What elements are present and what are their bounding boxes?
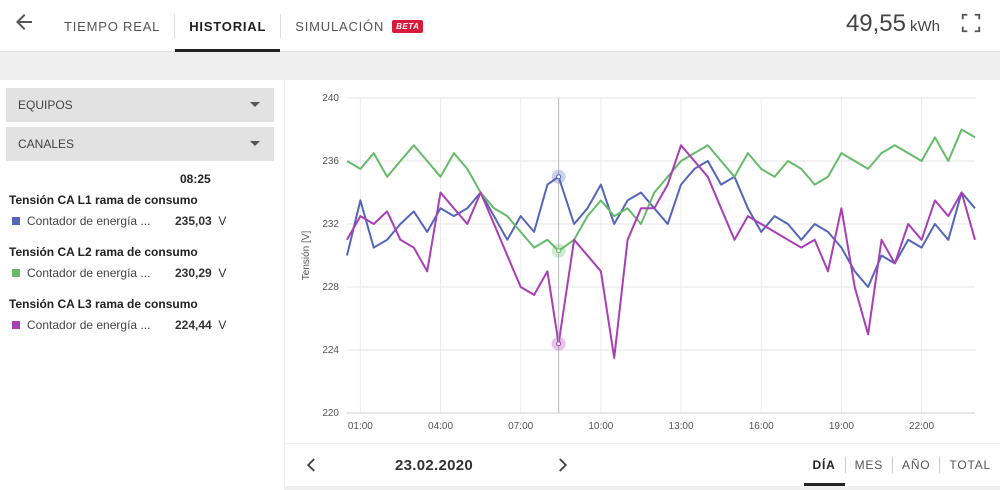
period-label: AÑO: [902, 458, 931, 472]
period-label: DÍA: [812, 458, 836, 472]
value-unit: V: [218, 318, 227, 332]
x-tick-label: 13:00: [669, 421, 694, 432]
period-divider: [939, 457, 941, 473]
period-mes[interactable]: MES: [846, 444, 892, 486]
channel-device: Contador de energía ...: [27, 318, 151, 332]
channel-value: 230,29 V: [175, 266, 226, 280]
dropdown-label: EQUIPOS: [18, 98, 73, 112]
series-line-l2: [346, 128, 976, 252]
value-number: 230,29: [175, 266, 212, 280]
date-navigation: 23.02.2020 DÍA MES AÑO TOTAL: [285, 444, 1000, 486]
x-tick-label: 19:00: [829, 421, 854, 432]
period-label: MES: [854, 458, 884, 472]
channel-title-l3: Tensión CA L3 rama de consumo: [9, 297, 198, 311]
period-divider: [892, 457, 894, 473]
tab-simulacion[interactable]: SIMULACIÓN BETA: [281, 0, 437, 52]
channel-row-l2: Contador de energía ... 230,29 V: [12, 266, 232, 280]
energy-total: 49,55 kWh: [846, 10, 940, 38]
period-total[interactable]: TOTAL: [940, 444, 1000, 486]
current-date: 23.02.2020: [395, 457, 474, 474]
legend-swatch: [12, 217, 20, 225]
period-label: TOTAL: [949, 458, 991, 472]
y-axis-label: Tensión [V]: [301, 231, 312, 281]
channel-device: Contador de energía ...: [27, 266, 151, 280]
y-tick-label: 232: [322, 219, 339, 230]
fullscreen-icon[interactable]: [960, 12, 982, 34]
channel-value: 235,03 V: [175, 214, 226, 228]
x-tick-label: 04:00: [428, 421, 453, 432]
tab-label: SIMULACIÓN: [295, 18, 385, 34]
chart-panel: 220 224 228 232 236 240 01:00 04:00 07:00 10:00 13…: [285, 80, 1000, 443]
dropdown-label: CANALES: [18, 137, 75, 151]
tab-divider: [174, 14, 176, 38]
channel-title-l1: Tensión CA L1 rama de consumo: [9, 193, 198, 207]
channel-value: 224,44 V: [175, 318, 226, 332]
y-tick-label: 224: [322, 345, 339, 356]
channel-row-l1: Contador de energía ... 235,03 V: [12, 214, 232, 228]
x-tick-label: 07:00: [508, 421, 533, 432]
y-tick-label: 228: [322, 282, 339, 293]
canales-dropdown[interactable]: CANALES: [6, 127, 274, 161]
channel-row-l3: Contador de energía ... 224,44 V: [12, 318, 232, 332]
channel-device: Contador de energía ...: [27, 214, 151, 228]
energy-unit: kWh: [910, 18, 940, 35]
period-ano[interactable]: AÑO: [893, 444, 939, 486]
cursor-marker-point: [556, 248, 562, 254]
period-divider: [844, 457, 846, 473]
y-tick-label: 236: [322, 156, 339, 167]
series-line-l1: [346, 160, 976, 288]
x-tick-label: 01:00: [348, 421, 373, 432]
view-tabs: TIEMPO REAL HISTORIAL SIMULACIÓN BETA: [50, 0, 437, 52]
value-number: 235,03: [175, 214, 212, 228]
value-unit: V: [218, 214, 227, 228]
chevron-right-icon[interactable]: [553, 456, 571, 474]
legend-swatch: [12, 269, 20, 277]
back-arrow-icon[interactable]: [12, 10, 36, 34]
value-number: 224,44: [175, 318, 212, 332]
beta-badge: BETA: [392, 19, 424, 33]
x-tick-label: 16:00: [749, 421, 774, 432]
value-unit: V: [218, 266, 227, 280]
tab-label: TIEMPO REAL: [64, 18, 161, 34]
period-dia[interactable]: DÍA: [803, 444, 845, 486]
equipos-dropdown[interactable]: EQUIPOS: [6, 88, 274, 122]
y-tick-label: 220: [322, 408, 339, 419]
top-bar: TIEMPO REAL HISTORIAL SIMULACIÓN BETA 49,…: [0, 0, 1000, 52]
cursor-time: 08:25: [180, 172, 211, 186]
legend-swatch: [12, 321, 20, 329]
cursor-marker-point: [556, 174, 562, 180]
y-tick-label: 240: [322, 93, 339, 104]
tab-label: HISTORIAL: [189, 18, 267, 34]
tab-historial[interactable]: HISTORIAL: [175, 0, 281, 52]
series-line-l3: [346, 144, 976, 359]
x-tick-label: 22:00: [909, 421, 934, 432]
voltage-chart[interactable]: 220 224 228 232 236 240 01:00 04:00 07:00 10:00 13…: [285, 80, 1000, 443]
caret-down-icon: [250, 102, 260, 107]
tab-tiempo-real[interactable]: TIEMPO REAL: [50, 0, 174, 52]
x-tick-label: 10:00: [588, 421, 613, 432]
period-selector: DÍA MES AÑO TOTAL: [803, 444, 1000, 486]
energy-value: 49,55: [845, 10, 906, 37]
cursor-marker-point: [556, 341, 562, 347]
caret-down-icon: [250, 141, 260, 146]
chevron-left-icon[interactable]: [303, 456, 321, 474]
channel-title-l2: Tensión CA L2 rama de consumo: [9, 245, 198, 259]
tab-divider: [280, 14, 282, 38]
sidebar: EQUIPOS CANALES 08:25 Tensión CA L1 rama…: [0, 80, 284, 490]
